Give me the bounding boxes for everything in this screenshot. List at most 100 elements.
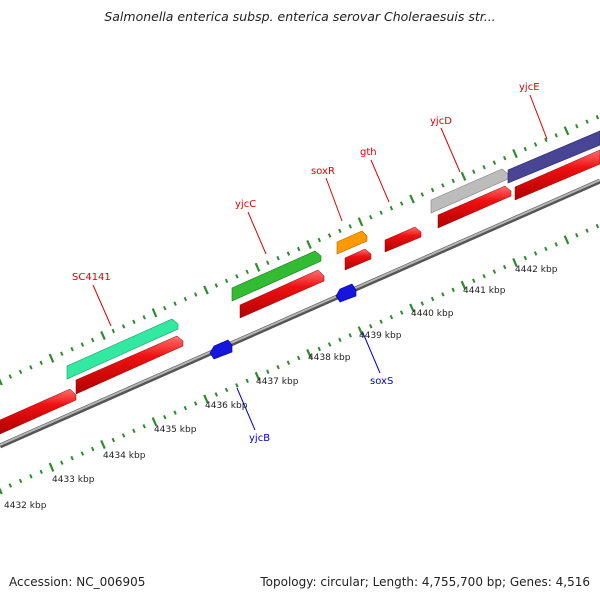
- scale-label-4442: 4442 kbp: [515, 265, 558, 275]
- scale-labels: 4432 kbp 4433 kbp 4434 kbp 4435 kbp 4436…: [4, 265, 558, 511]
- minor-tick: [224, 278, 229, 284]
- reverse-genes: [209, 283, 357, 360]
- scale-label-4435: 4435 kbp: [154, 425, 197, 435]
- minor-tick: [585, 228, 589, 233]
- major-tick: [0, 487, 3, 495]
- minor-tick: [369, 324, 373, 329]
- label-soxs[interactable]: soxS: [370, 376, 393, 387]
- scale-label-4432: 4432 kbp: [4, 501, 47, 511]
- label-yjcc[interactable]: yjcC: [235, 199, 256, 210]
- cds-block[interactable]: [437, 185, 512, 229]
- forward-genes: [66, 130, 600, 380]
- minor-tick: [523, 255, 528, 261]
- minor-tick: [245, 378, 249, 384]
- label-yjcb[interactable]: yjcB: [249, 433, 270, 444]
- minor-tick: [451, 178, 455, 184]
- genome-backbone: [0, 178, 600, 449]
- label-yjce[interactable]: yjcE: [519, 82, 540, 93]
- minor-tick: [18, 369, 23, 375]
- major-tick: [460, 280, 467, 290]
- major-tick: [0, 378, 3, 386]
- major-tick: [203, 285, 209, 295]
- minor-tick: [80, 342, 85, 347]
- label-sc4141[interactable]: SC4141: [72, 272, 111, 283]
- minor-tick: [327, 233, 332, 238]
- minor-tick: [18, 478, 23, 484]
- minor-tick: [266, 260, 270, 265]
- minor-tick: [441, 183, 445, 188]
- minor-tick: [39, 360, 43, 366]
- minor-tick: [286, 251, 291, 256]
- minor-tick: [286, 360, 291, 365]
- scale-label-4434: 4434 kbp: [103, 451, 146, 461]
- major-tick: [48, 353, 55, 363]
- minor-tick: [8, 483, 13, 488]
- minor-tick: [173, 410, 177, 415]
- scale-label-4439: 4439 kbp: [359, 331, 402, 341]
- minor-tick: [595, 223, 600, 229]
- minor-tick: [441, 292, 445, 297]
- minor-tick: [575, 124, 579, 129]
- minor-tick: [193, 401, 198, 406]
- minor-tick: [193, 292, 198, 297]
- minor-tick: [317, 346, 322, 352]
- minor-tick: [142, 424, 146, 429]
- minor-tick: [121, 324, 126, 329]
- gene-labels: SC4141 yjcC soxR gth yjcD yjcE yjcB soxS: [72, 82, 540, 444]
- cds-block[interactable]: [514, 149, 600, 201]
- minor-tick: [8, 374, 13, 379]
- major-tick: [563, 235, 570, 245]
- major-tick: [563, 126, 570, 136]
- gene-soxr[interactable]: [336, 230, 368, 255]
- minor-tick: [420, 301, 425, 306]
- minor-tick: [482, 273, 486, 279]
- minor-tick: [39, 469, 43, 475]
- gene-sc4141[interactable]: [66, 318, 179, 380]
- minor-tick: [554, 133, 558, 138]
- minor-tick: [420, 192, 425, 197]
- major-tick: [460, 171, 467, 181]
- minor-tick: [214, 283, 219, 288]
- gene-yjcb[interactable]: [209, 339, 233, 360]
- major-tick: [409, 194, 415, 204]
- cds-block[interactable]: [384, 226, 422, 253]
- cds-block[interactable]: [344, 248, 372, 271]
- minor-tick: [163, 414, 167, 420]
- minor-tick: [544, 137, 548, 143]
- minor-tick: [276, 255, 280, 261]
- minor-tick: [327, 342, 332, 347]
- cds-block[interactable]: [0, 388, 77, 435]
- minor-tick: [173, 301, 177, 306]
- minor-tick: [595, 114, 600, 120]
- cds-block[interactable]: [239, 269, 325, 319]
- minor-tick: [224, 387, 229, 393]
- minor-tick: [430, 296, 435, 302]
- minor-tick: [338, 228, 342, 234]
- accession-text: Accession: NC_006905: [9, 575, 146, 589]
- gene-yjcc[interactable]: [231, 250, 322, 302]
- cds-block[interactable]: [75, 335, 184, 395]
- minor-tick: [245, 269, 249, 275]
- gene-yjce[interactable]: [507, 130, 600, 184]
- minor-tick: [183, 296, 188, 302]
- minor-tick: [430, 187, 435, 193]
- minor-tick: [502, 155, 507, 161]
- label-soxr[interactable]: soxR: [311, 166, 335, 177]
- genome-title: Salmonella enterica subsp. enterica sero…: [104, 9, 496, 24]
- minor-tick: [90, 446, 95, 452]
- minor-tick: [29, 474, 33, 479]
- major-tick: [48, 462, 55, 472]
- minor-tick: [585, 119, 589, 124]
- label-gth[interactable]: gth: [360, 147, 377, 158]
- minor-tick: [472, 278, 476, 283]
- gene-soxs[interactable]: [335, 283, 357, 303]
- major-tick: [512, 148, 518, 159]
- label-yjcd[interactable]: yjcD: [430, 116, 452, 127]
- minor-tick: [554, 242, 558, 247]
- minor-tick: [111, 328, 116, 334]
- minor-tick: [60, 351, 64, 356]
- major-tick: [100, 439, 106, 450]
- minor-tick: [379, 319, 383, 324]
- minor-tick: [389, 314, 394, 320]
